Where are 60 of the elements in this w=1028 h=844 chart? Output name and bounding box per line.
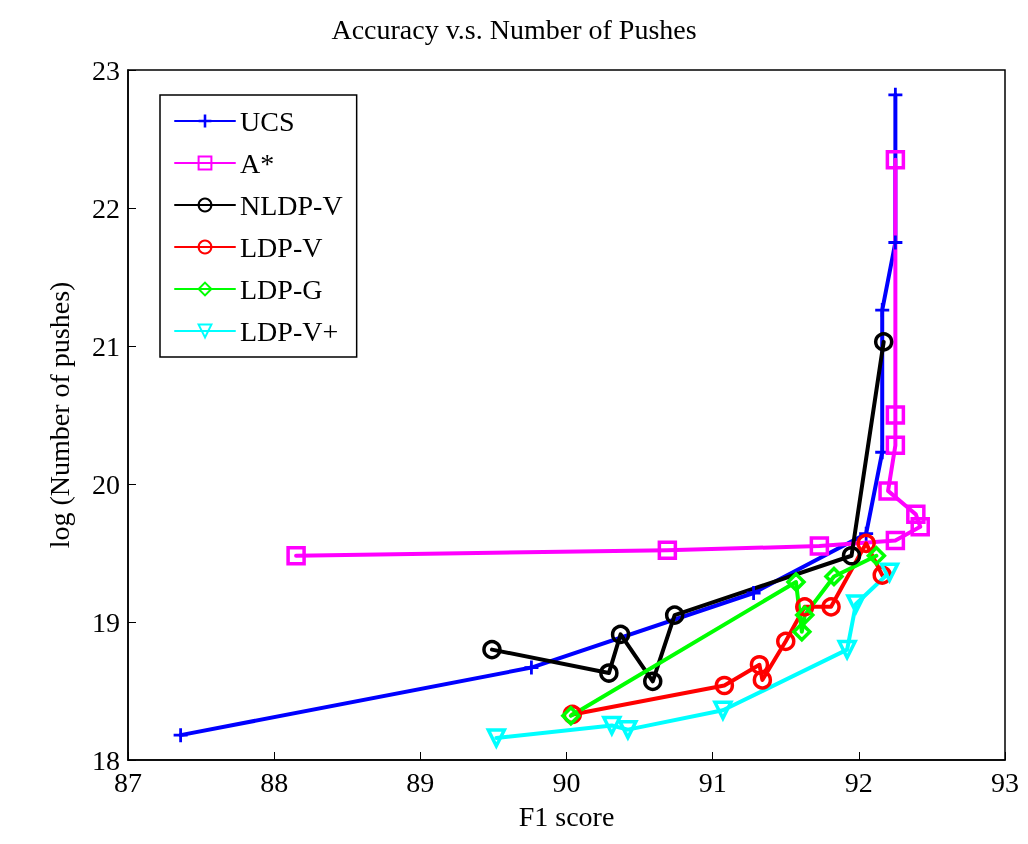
point <box>610 624 631 645</box>
y-tick-label: 23 <box>92 54 120 86</box>
legend-label: UCS <box>240 105 295 137</box>
point <box>786 572 806 592</box>
x-tick-label: 92 <box>844 766 873 798</box>
legend-label: NLDP-V <box>240 189 343 221</box>
point <box>795 605 815 625</box>
legend-label: LDP-V+ <box>240 315 339 347</box>
point <box>752 670 773 690</box>
point <box>792 621 812 642</box>
point <box>866 546 887 566</box>
point <box>173 728 188 743</box>
point <box>809 536 830 556</box>
point <box>878 562 901 585</box>
point <box>286 546 306 566</box>
point <box>657 540 678 560</box>
point <box>486 728 507 748</box>
x-axis-title: F1 score <box>518 800 615 832</box>
point <box>856 533 876 554</box>
point <box>910 517 930 537</box>
point <box>714 675 735 696</box>
point <box>885 405 906 425</box>
y-tick-label: 19 <box>92 606 120 638</box>
y-tick-label: 20 <box>92 468 120 500</box>
point <box>599 663 619 683</box>
point <box>841 546 862 566</box>
legend-label: LDP-G <box>240 273 323 305</box>
point <box>836 639 858 662</box>
point <box>885 149 906 170</box>
point <box>846 594 866 614</box>
x-tick-label: 88 <box>260 766 289 798</box>
point <box>664 605 685 625</box>
point <box>643 671 663 692</box>
point <box>749 655 770 675</box>
chart-title: Accuracy v.s. Number of Pushes <box>331 13 697 45</box>
point <box>482 639 502 660</box>
x-tick-label: 89 <box>406 766 435 798</box>
point <box>875 303 890 318</box>
y-tick-label: 21 <box>92 330 120 362</box>
point <box>885 435 906 456</box>
point <box>873 332 894 352</box>
point <box>906 504 926 525</box>
point <box>618 719 639 742</box>
y-axis-title: log (Number of pushes) <box>43 281 75 549</box>
point <box>824 566 844 587</box>
point <box>746 586 761 601</box>
point <box>888 235 903 250</box>
y-tick-label: 22 <box>92 192 120 224</box>
point <box>821 597 841 617</box>
point <box>712 700 734 723</box>
x-tick-label: 93 <box>991 766 1019 798</box>
point <box>524 660 539 675</box>
x-tick-label: 91 <box>698 766 727 798</box>
legend-label: A* <box>240 147 275 179</box>
point <box>885 530 906 551</box>
point <box>601 715 623 738</box>
x-tick-label: 90 <box>552 766 581 798</box>
point <box>776 631 796 652</box>
legend-label: LDP-V <box>240 231 323 263</box>
point <box>878 481 898 501</box>
